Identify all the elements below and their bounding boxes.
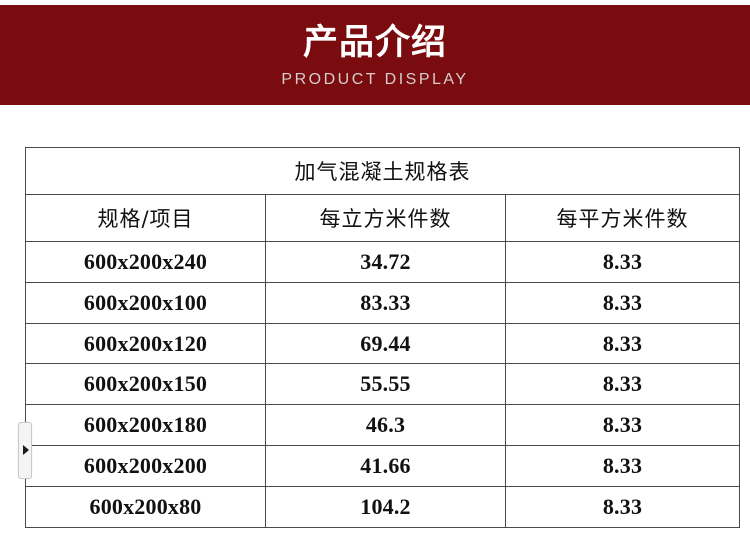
spec-table: 加气混凝土规格表 规格/项目 每立方米件数 每平方米件数 600x200x240… [25, 147, 740, 528]
cell-spec: 600x200x180 [25, 404, 266, 447]
cell-square: 8.33 [505, 363, 740, 406]
cell-spec: 600x200x80 [25, 486, 266, 528]
table-row: 600x200x80 104.2 8.33 [25, 486, 740, 528]
side-drag-handle[interactable] [18, 422, 32, 479]
table-title: 加气混凝土规格表 [25, 147, 740, 195]
cell-spec: 600x200x150 [25, 363, 266, 406]
column-header-per-square-meter: 每平方米件数 [505, 193, 740, 242]
cell-square: 8.33 [505, 240, 740, 283]
banner-title: 产品介绍 [302, 23, 447, 63]
table-title-row: 加气混凝土规格表 [25, 147, 740, 195]
table-header-row: 规格/项目 每立方米件数 每平方米件数 [25, 193, 740, 242]
cell-cubic: 83.33 [265, 281, 506, 324]
cell-cubic: 69.44 [265, 322, 506, 365]
cell-square: 8.33 [505, 281, 740, 324]
cell-spec: 600x200x100 [25, 281, 266, 324]
table-row: 600x200x100 83.33 8.33 [25, 281, 740, 324]
table-row: 600x200x150 55.55 8.33 [25, 363, 740, 406]
cell-spec: 600x200x120 [25, 322, 266, 365]
column-header-per-cubic-meter: 每立方米件数 [265, 193, 506, 242]
page-banner: 产品介绍 PRODUCT DISPLAY [0, 5, 750, 105]
spec-table-container: 加气混凝土规格表 规格/项目 每立方米件数 每平方米件数 600x200x240… [25, 147, 740, 528]
cell-spec: 600x200x200 [25, 445, 266, 488]
spec-table-body: 加气混凝土规格表 规格/项目 每立方米件数 每平方米件数 600x200x240… [25, 147, 740, 528]
cell-cubic: 55.55 [265, 363, 506, 406]
table-row: 600x200x120 69.44 8.33 [25, 322, 740, 365]
column-header-spec: 规格/项目 [25, 193, 266, 242]
cell-cubic: 41.66 [265, 445, 506, 488]
cell-cubic: 34.72 [265, 240, 506, 283]
cell-spec: 600x200x240 [25, 240, 266, 283]
cell-square: 8.33 [505, 486, 740, 528]
cell-square: 8.33 [505, 404, 740, 447]
table-row: 600x200x240 34.72 8.33 [25, 240, 740, 283]
table-row: 600x200x180 46.3 8.33 [25, 404, 740, 447]
cell-cubic: 104.2 [265, 486, 506, 528]
cell-cubic: 46.3 [265, 404, 506, 447]
banner-subtitle: PRODUCT DISPLAY [281, 71, 469, 88]
triangle-right-icon [23, 445, 29, 455]
cell-square: 8.33 [505, 445, 740, 488]
table-row: 600x200x200 41.66 8.33 [25, 445, 740, 488]
cell-square: 8.33 [505, 322, 740, 365]
